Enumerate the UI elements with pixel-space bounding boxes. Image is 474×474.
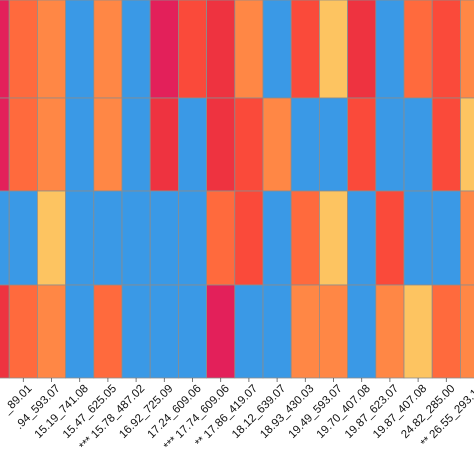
heatmap-cell bbox=[375, 284, 405, 379]
heatmap-cell bbox=[8, 97, 38, 192]
heatmap-cell bbox=[65, 284, 95, 379]
heatmap-cell bbox=[347, 284, 377, 379]
heatmap-cell bbox=[234, 0, 264, 99]
heatmap-cell bbox=[206, 0, 236, 99]
heatmap-cell bbox=[121, 190, 151, 286]
heatmap-cell bbox=[459, 97, 474, 192]
heatmap-cell bbox=[262, 284, 292, 379]
heatmap-cell bbox=[65, 190, 95, 286]
heatmap-cell bbox=[290, 0, 320, 99]
heatmap-cell bbox=[234, 284, 264, 379]
heatmap-cell bbox=[8, 0, 38, 99]
heatmap-cell bbox=[121, 284, 151, 379]
heatmap-cell bbox=[459, 0, 474, 99]
heatmap-cell bbox=[403, 284, 433, 379]
heatmap-cell bbox=[262, 0, 292, 99]
heatmap-cell bbox=[8, 190, 38, 286]
x-axis-tick-labels: _89.01.94_593.0715.19_741.0815.47_625.05… bbox=[0, 378, 474, 453]
heatmap-cell bbox=[318, 0, 348, 99]
heatmap-cell bbox=[459, 190, 474, 286]
heatmap-cell bbox=[177, 0, 207, 99]
heatmap-cell bbox=[431, 284, 461, 379]
heatmap-cell bbox=[403, 97, 433, 192]
heatmap-cells bbox=[0, 0, 474, 379]
heatmap-cell bbox=[121, 97, 151, 192]
heatmap-cell bbox=[318, 97, 348, 192]
heatmap-cell bbox=[37, 190, 67, 286]
heatmap-cell bbox=[121, 0, 151, 99]
heatmap-cell bbox=[8, 284, 38, 379]
heatmap-cell bbox=[65, 0, 95, 99]
heatmap-cell bbox=[37, 0, 67, 99]
heatmap-cell bbox=[318, 190, 348, 286]
heatmap-cell bbox=[431, 97, 461, 192]
heatmap-cell bbox=[206, 284, 236, 379]
heatmap-cell bbox=[0, 97, 10, 192]
heatmap-cell bbox=[93, 284, 123, 379]
heatmap-cell bbox=[262, 190, 292, 286]
heatmap-cell bbox=[459, 284, 474, 379]
heatmap-cell bbox=[0, 190, 10, 286]
heatmap-cell bbox=[234, 97, 264, 192]
heatmap-cell bbox=[149, 97, 179, 192]
heatmap-cell bbox=[375, 0, 405, 99]
heatmap-cell bbox=[431, 190, 461, 286]
heatmap-cell bbox=[318, 284, 348, 379]
heatmap-cell bbox=[290, 97, 320, 192]
heatmap-cell bbox=[347, 97, 377, 192]
heatmap-cell bbox=[177, 190, 207, 286]
heatmap-cell bbox=[431, 0, 461, 99]
heatmap-cell bbox=[177, 97, 207, 192]
heatmap-cell bbox=[290, 284, 320, 379]
heatmap-cell bbox=[149, 190, 179, 286]
heatmap-cell bbox=[37, 97, 67, 192]
heatmap-cell bbox=[93, 97, 123, 192]
heatmap-cell bbox=[234, 190, 264, 286]
heatmap-cell bbox=[65, 97, 95, 192]
heatmap-cell bbox=[93, 190, 123, 286]
heatmap-cell bbox=[375, 97, 405, 192]
heatmap-cell bbox=[37, 284, 67, 379]
heatmap-cell bbox=[206, 190, 236, 286]
heatmap-cell bbox=[206, 97, 236, 192]
heatmap-cell bbox=[0, 284, 10, 379]
heatmap-cell bbox=[149, 0, 179, 99]
heatmap-cell bbox=[149, 284, 179, 379]
heatmap-cell bbox=[403, 190, 433, 286]
heatmap-cell bbox=[403, 0, 433, 99]
heatmap-cell bbox=[93, 0, 123, 99]
heatmap-cell bbox=[375, 190, 405, 286]
heatmap-cell bbox=[347, 190, 377, 286]
heatmap-cell bbox=[290, 190, 320, 286]
heatmap-cell bbox=[347, 0, 377, 99]
heatmap-cell bbox=[0, 0, 10, 99]
heatmap-cell bbox=[177, 284, 207, 379]
heatmap-cell bbox=[262, 97, 292, 192]
